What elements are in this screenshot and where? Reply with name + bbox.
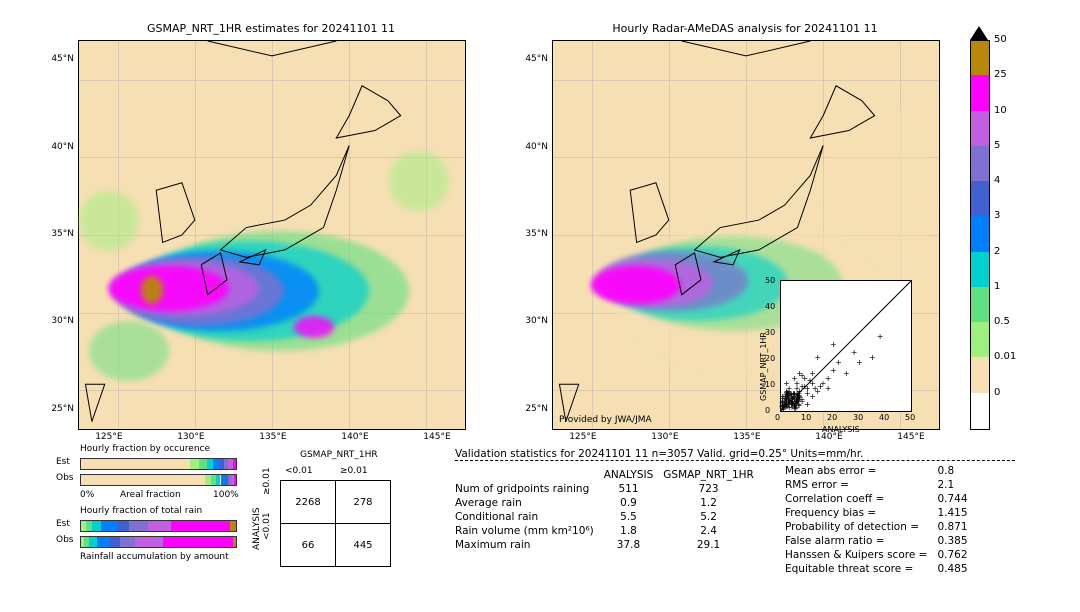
left-map-title: GSMAP_NRT_1HR estimates for 20241101 11 — [78, 22, 464, 35]
left-map-panel — [78, 40, 466, 430]
occ-title: Hourly fraction by occurence — [80, 444, 210, 454]
provided-label: Provided by JWA/JMA — [559, 415, 652, 425]
scatter-inset: ++++++++++++++++++++++++++++++++++++++++… — [780, 280, 912, 412]
right-map-title: Hourly Radar-AMeDAS analysis for 2024110… — [552, 22, 938, 35]
